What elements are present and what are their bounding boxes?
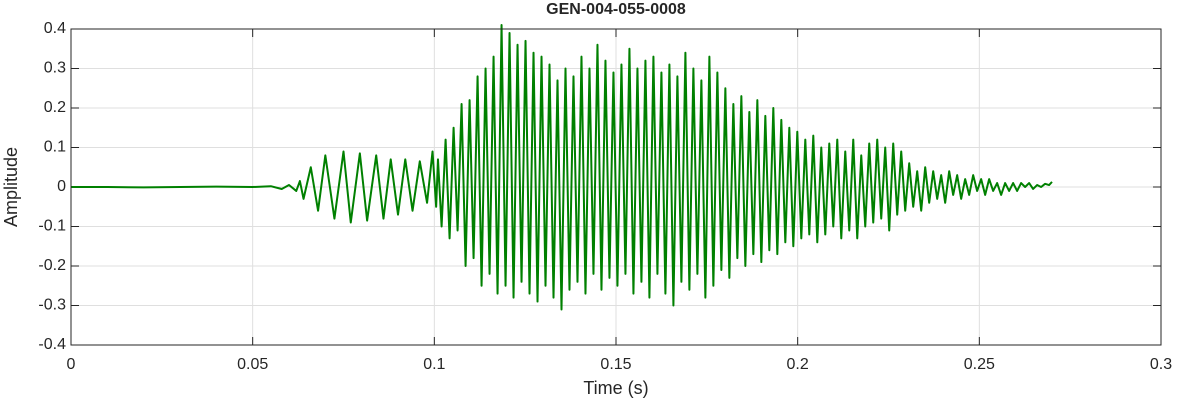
x-tick-label: 0.3 bbox=[1150, 356, 1172, 373]
y-tick-label: -0.1 bbox=[38, 218, 66, 235]
y-tick-label: 0 bbox=[57, 178, 66, 195]
y-tick-label: 0.1 bbox=[44, 139, 66, 156]
x-tick-label: 0 bbox=[67, 356, 76, 373]
waveform-line bbox=[71, 24, 1053, 311]
chart-title: GEN-004-055-0008 bbox=[546, 1, 686, 18]
axes-box bbox=[70, 28, 1162, 346]
y-tick-label: -0.3 bbox=[38, 297, 66, 314]
x-axis-label: Time (s) bbox=[583, 378, 648, 398]
y-tick-label: 0.2 bbox=[44, 99, 66, 116]
x-tick-label: 0.05 bbox=[237, 356, 268, 373]
y-tick-label: -0.2 bbox=[38, 257, 66, 274]
y-tick-label: -0.4 bbox=[38, 336, 66, 353]
lines bbox=[71, 24, 1053, 311]
x-tick-label: 0.15 bbox=[600, 356, 631, 373]
x-tick-label: 0.25 bbox=[964, 356, 995, 373]
y-tick-label: 0.3 bbox=[44, 60, 66, 77]
x-tick-label: 0.2 bbox=[787, 356, 809, 373]
y-axis-label: Amplitude bbox=[1, 147, 21, 227]
x-tick-label: 0.1 bbox=[423, 356, 445, 373]
y-tick-label: 0.4 bbox=[44, 20, 66, 37]
